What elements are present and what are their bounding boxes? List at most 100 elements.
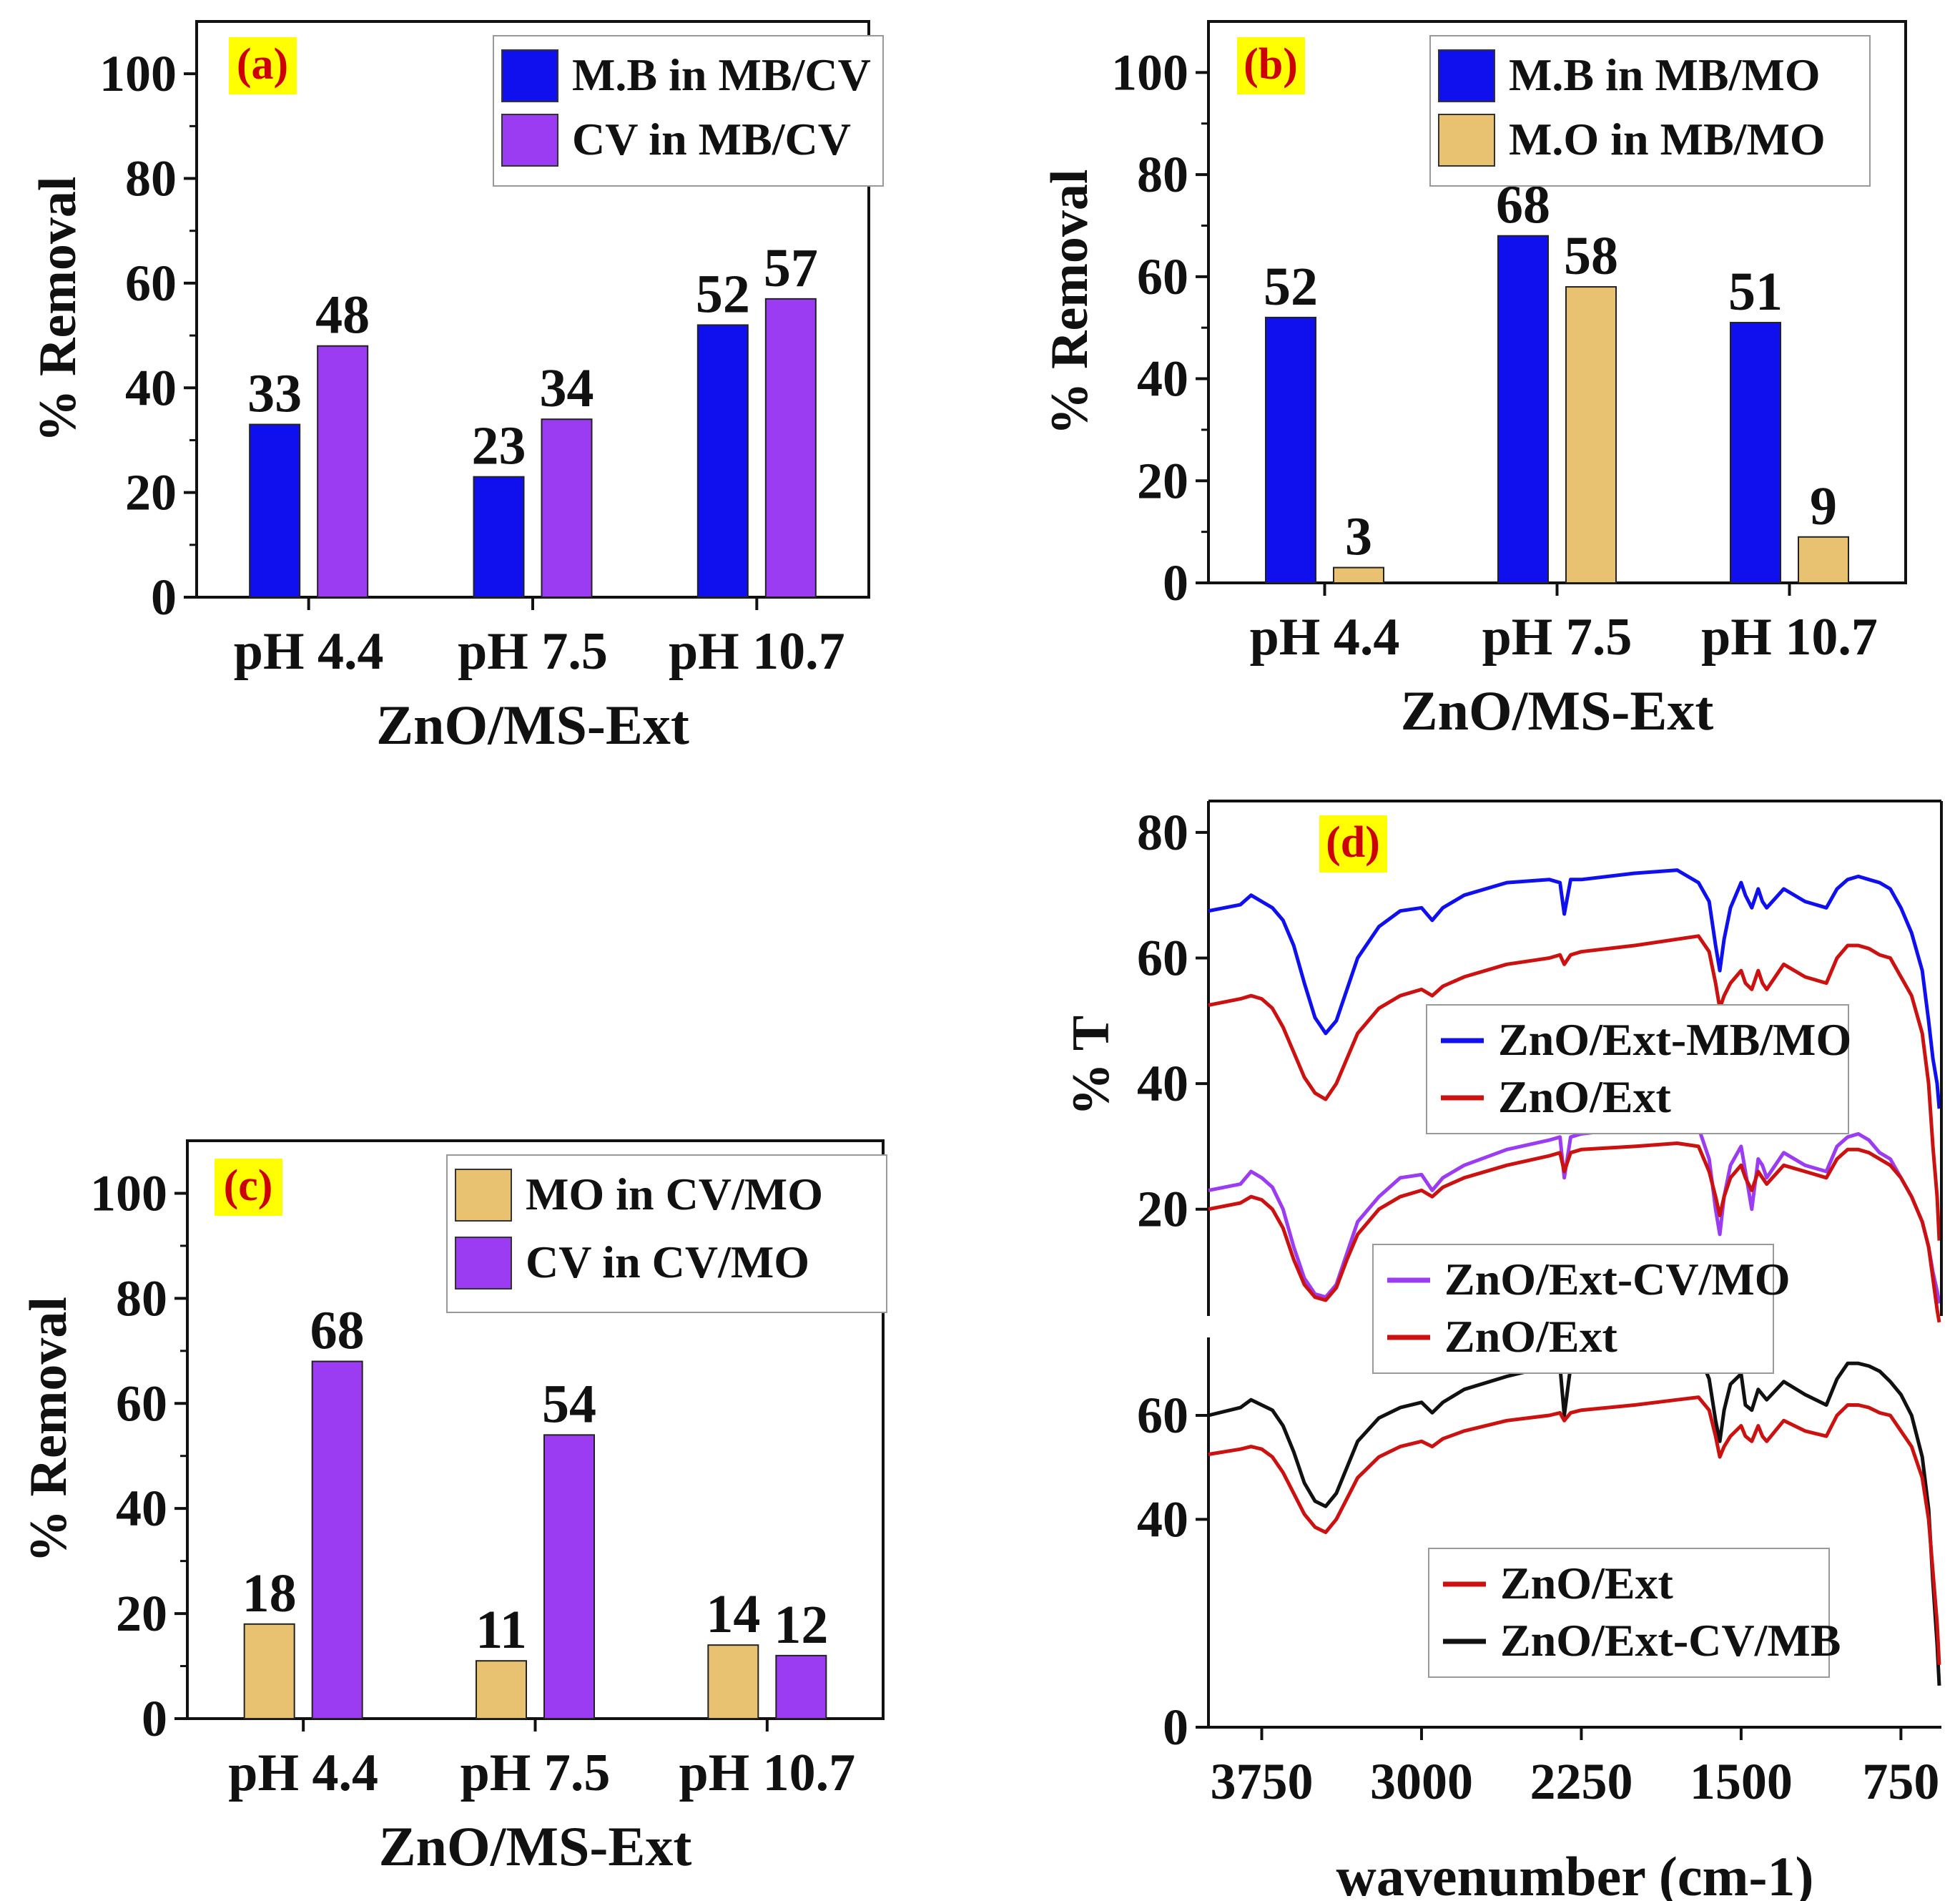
y-tick-label: 0 <box>1163 554 1188 611</box>
data-label: 34 <box>540 358 594 418</box>
bar-cv-in-mb-cv-ph-10-7 <box>764 298 817 598</box>
y-tick-label: 60 <box>1137 1387 1188 1444</box>
series-line-zno-ext-b <box>1208 1141 1941 1323</box>
bar-mo-in-cv-mo-ph-10-7 <box>707 1644 759 1719</box>
data-label: 11 <box>476 1600 527 1660</box>
legend-swatch <box>1438 114 1495 167</box>
x-tick-label: pH 4.4 <box>228 1744 378 1802</box>
x-tick-label: pH 7.5 <box>1482 608 1632 667</box>
x-tick-label: 3000 <box>1370 1753 1473 1810</box>
legend-label: CV in CV/MO <box>526 1237 809 1287</box>
bar-m-b-in-mb-cv-ph-4-4 <box>249 423 301 598</box>
legend-label: MO in CV/MO <box>526 1169 823 1219</box>
data-label: 33 <box>247 364 302 424</box>
legend-label: ZnO/Ext-CV/MO <box>1444 1254 1791 1305</box>
y-tick-label: 0 <box>1163 1699 1188 1756</box>
data-label: 51 <box>1728 262 1783 322</box>
x-tick-label: pH 7.5 <box>458 622 608 681</box>
bar-m-o-in-mb-mo-ph-7-5 <box>1565 286 1617 584</box>
panel-tag: (d) <box>1326 818 1380 867</box>
y-tick-label: 60 <box>125 255 177 312</box>
data-label: 54 <box>542 1374 596 1434</box>
panel-tag: (b) <box>1244 40 1298 89</box>
x-axis-label: ZnO/MS-Ext <box>376 694 689 756</box>
data-label: 68 <box>310 1301 365 1361</box>
y-tick-label: 40 <box>1137 350 1188 408</box>
y-tick-label: 20 <box>125 464 177 521</box>
legend-cv-mb: ZnO/Ext ZnO/Ext-CV/MB <box>1428 1548 1841 1678</box>
x-axis-label: ZnO/MS-Ext <box>379 1815 692 1877</box>
x-tick-label: 2250 <box>1530 1753 1632 1810</box>
data-label: 12 <box>774 1595 828 1655</box>
data-label: 58 <box>1564 226 1618 286</box>
legend-swatch <box>455 1169 512 1222</box>
panel-tag: (a) <box>237 40 288 89</box>
y-tick-label: 0 <box>142 1690 167 1747</box>
x-tick-label: pH 4.4 <box>234 622 384 681</box>
legend: M.B in MB/MO M.O in MB/MO <box>1429 35 1871 187</box>
y-axis-label: % Removal <box>29 177 87 443</box>
x-tick-label: pH 10.7 <box>679 1744 855 1802</box>
legend-box <box>1372 1244 1774 1374</box>
legend: M.B in MB/CV CV in MB/CV <box>493 35 884 187</box>
panel-tag-bg <box>229 37 297 94</box>
y-tick-label: 80 <box>1137 146 1188 203</box>
legend-box <box>1428 1548 1830 1678</box>
y-tick-label: 20 <box>116 1585 167 1642</box>
legend-mb-mo: ZnO/Ext-MB/MO ZnO/Ext <box>1426 1004 1851 1134</box>
legend-label: ZnO/Ext <box>1500 1558 1674 1608</box>
y-tick-label: 20 <box>1137 1181 1188 1238</box>
x-tick-label: pH 7.5 <box>461 1744 611 1802</box>
bar-cv-in-cv-mo-ph-10-7 <box>775 1654 827 1719</box>
y-axis-label: % Removal <box>19 1297 78 1563</box>
legend-label: ZnO/Ext-CV/MB <box>1500 1615 1841 1666</box>
x-tick-label: pH 10.7 <box>1701 608 1878 667</box>
legend-label: CV in MB/CV <box>572 114 851 164</box>
bar-cv-in-cv-mo-ph-7-5 <box>543 1434 595 1719</box>
data-label: 9 <box>1810 476 1837 536</box>
data-label: 57 <box>764 238 818 298</box>
y-tick-label: 80 <box>116 1269 167 1327</box>
panel-c: 0 20 40 60 80 100 pH 4.4 18 68 pH 7.5 11 54 pH 10.7 1… <box>19 1139 887 1877</box>
legend-label: ZnO/Ext <box>1444 1311 1618 1362</box>
data-label: 52 <box>1264 257 1318 317</box>
panel-tag-bg <box>1237 37 1305 94</box>
bar-m-b-in-mb-mo-ph-4-4 <box>1265 316 1316 584</box>
bar-mo-in-cv-mo-ph-7-5 <box>476 1660 527 1719</box>
legend-swatch <box>501 114 558 167</box>
data-label: 14 <box>706 1584 760 1644</box>
legend-swatch <box>455 1237 512 1290</box>
bar-m-b-in-mb-cv-ph-10-7 <box>696 324 749 598</box>
data-label: 3 <box>1345 507 1372 567</box>
y-tick-label: 60 <box>1137 930 1188 987</box>
bar-m-o-in-mb-mo-ph-10-7 <box>1798 536 1849 584</box>
bar-m-b-in-mb-mo-ph-7-5 <box>1497 235 1549 584</box>
bar-cv-in-cv-mo-ph-4-4 <box>311 1360 363 1719</box>
bar-m-b-in-mb-mo-ph-10-7 <box>1730 322 1781 584</box>
y-tick-label: 100 <box>1111 44 1188 101</box>
x-tick-label: 3750 <box>1210 1753 1313 1810</box>
legend-label: ZnO/Ext-MB/MO <box>1498 1014 1851 1065</box>
legend-label: M.B in MB/MO <box>1509 49 1821 100</box>
legend-swatch <box>501 49 558 102</box>
y-tick-label: 100 <box>90 1164 167 1222</box>
x-tick-label: 1500 <box>1690 1753 1793 1810</box>
y-tick-label: 100 <box>99 45 177 102</box>
y-tick-label: 40 <box>116 1480 167 1537</box>
legend-box <box>1426 1004 1849 1134</box>
series-line-zno-ext <box>1208 1395 1941 1665</box>
series-line-zno-ext-a <box>1208 934 1941 1241</box>
legend: MO in CV/MO CV in CV/MO <box>446 1154 887 1313</box>
ftir-bottom-panel: 0 40 60 <box>1137 1337 1941 1756</box>
bar-m-o-in-mb-mo-ph-4-4 <box>1333 566 1384 584</box>
panel-tag-bg <box>1319 815 1387 873</box>
data-label: 18 <box>242 1563 297 1624</box>
panel-d: 20 40 60 80 0 40 60 3750 3000 2250 1500 750 wavenumb… <box>1062 800 1943 1901</box>
legend-label: M.B in MB/CV <box>572 49 871 100</box>
panel-tag: (c) <box>224 1161 273 1210</box>
x-axis-label: wavenumber (cm-1) <box>1336 1845 1814 1901</box>
y-tick-label: 80 <box>1137 804 1188 861</box>
